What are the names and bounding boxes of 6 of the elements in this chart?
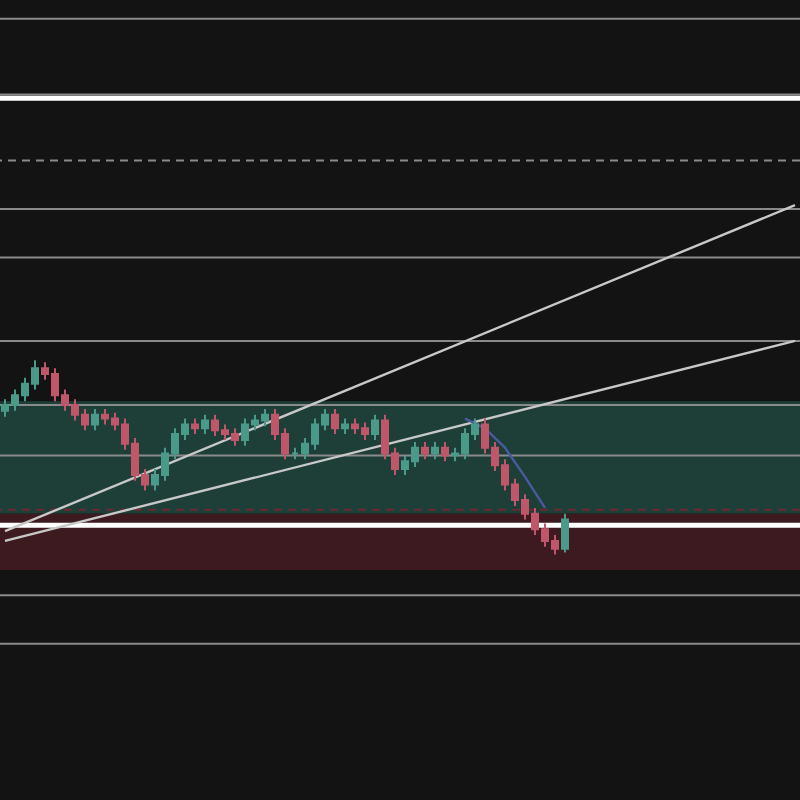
candlestick bbox=[201, 413, 209, 436]
candlestick bbox=[371, 413, 379, 441]
candlestick bbox=[331, 407, 339, 436]
candlestick bbox=[91, 407, 99, 432]
candlestick bbox=[561, 512, 569, 554]
candlestick bbox=[441, 440, 449, 463]
